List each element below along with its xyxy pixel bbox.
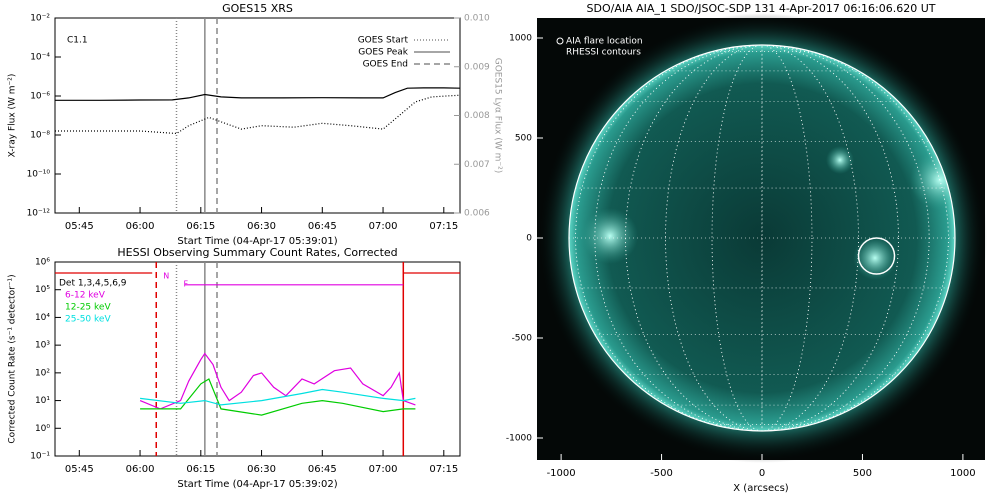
y-tick-label: 10⁻² [30, 14, 50, 24]
legend-label: GOES Start [358, 36, 409, 46]
x-tick-label: 07:15 [429, 464, 458, 475]
x-tick-label: 1000 [950, 468, 975, 479]
x-axis-label: Start Time (04-Apr-17 05:39:01) [177, 236, 337, 247]
flare-location [857, 237, 896, 275]
x-tick-label: 07:15 [429, 221, 458, 232]
legend-label: 12-25 keV [65, 303, 111, 313]
meridian [665, 45, 859, 431]
x-tick-label: 07:00 [369, 221, 398, 232]
plot-frame [54, 261, 461, 457]
y-tick-label: 10⁻⁸ [30, 131, 50, 141]
y-tick-label: 1000 [509, 34, 532, 44]
annotation: RHESSI contours [566, 48, 641, 58]
y2-tick-label: 0.008 [464, 111, 490, 121]
x-tick-label: 07:00 [369, 464, 398, 475]
series-line [55, 87, 461, 101]
annotation: F [184, 280, 189, 289]
legend-label: GOES Peak [358, 48, 408, 58]
legend-symbol [556, 37, 564, 45]
y-tick-label: 10⁻¹ [30, 452, 50, 462]
x-axis-label: Start Time (04-Apr-17 05:39:02) [177, 479, 337, 490]
x-tick-label: 06:45 [308, 221, 337, 232]
active-region [582, 208, 638, 264]
annotation: N [163, 272, 169, 281]
annotation: C1.1 [67, 36, 88, 46]
legend-label: 25-50 keV [65, 315, 111, 325]
y-tick-label: 10⁻¹² [27, 209, 51, 219]
series-line [139, 352, 416, 410]
series-line [140, 378, 416, 416]
chart-title: SDO/AIA AIA_1 SDO/JSOC-SDP 131 4-Apr-201… [587, 2, 936, 15]
x-tick-label: 0 [759, 468, 765, 479]
y2-tick-label: 0.006 [464, 209, 490, 219]
series-line [55, 94, 461, 135]
y-tick-label: 10⁻⁶ [30, 92, 50, 102]
heliographic-grid [569, 45, 955, 431]
y-tick-label: 10³ [35, 341, 50, 351]
y2-tick-label: 0.010 [464, 14, 490, 24]
y-tick-label: -500 [512, 334, 533, 344]
limb-circle [568, 44, 956, 432]
y-tick-label: 10⁻⁴ [30, 53, 50, 63]
y2-axis-label: GOES15 Lyα Flux (W m⁻²) [493, 58, 503, 174]
x-axis-label: X (arcsecs) [733, 483, 789, 494]
y2-tick-label: 0.009 [464, 62, 490, 72]
x-tick-label: 06:30 [247, 221, 276, 232]
y-tick-label: 10⁴ [35, 313, 50, 323]
y-axis-label: Corrected Count Rate (s⁻¹ detector⁻¹) [8, 274, 18, 443]
chart-title: HESSI Observing Summary Count Rates, Cor… [117, 246, 397, 259]
chart-title: GOES15 XRS [222, 2, 293, 15]
meridian [575, 45, 949, 431]
annotation: AIA flare location [566, 37, 643, 47]
y-tick-label: 10⁰ [35, 424, 50, 434]
meridian [711, 45, 813, 431]
legend-title: Det 1,3,4,5,6,9 [59, 279, 127, 289]
y-tick-label: 10⁵ [35, 285, 50, 295]
y-tick-label: 10⁶ [35, 258, 50, 268]
y-tick-label: 10² [35, 368, 50, 378]
series-line [140, 388, 416, 406]
y2-tick-label: 0.007 [464, 160, 490, 170]
x-tick-label: 06:00 [126, 221, 155, 232]
y-tick-label: 0 [526, 234, 532, 244]
y-tick-label: 10¹ [35, 396, 50, 406]
x-tick-label: -1000 [547, 468, 576, 479]
legend-label: 6-12 keV [65, 291, 106, 301]
x-tick-label: 06:00 [126, 464, 155, 475]
x-tick-label: 05:45 [65, 221, 94, 232]
x-tick-label: -500 [650, 468, 673, 479]
y-tick-label: 500 [515, 134, 532, 144]
y-tick-label: 10⁻¹⁰ [27, 170, 51, 180]
legend-label: GOES End [363, 60, 408, 70]
x-tick-label: 05:45 [65, 464, 94, 475]
y-tick-label: -1000 [506, 434, 532, 444]
x-tick-label: 06:15 [186, 221, 215, 232]
y-axis-label: X-ray Flux (W m⁻²) [8, 74, 18, 158]
active-region [826, 146, 854, 174]
meridian [625, 45, 899, 431]
x-tick-label: 06:45 [308, 464, 337, 475]
x-tick-label: 06:15 [186, 464, 215, 475]
x-tick-label: 500 [853, 468, 872, 479]
x-tick-label: 06:30 [247, 464, 276, 475]
